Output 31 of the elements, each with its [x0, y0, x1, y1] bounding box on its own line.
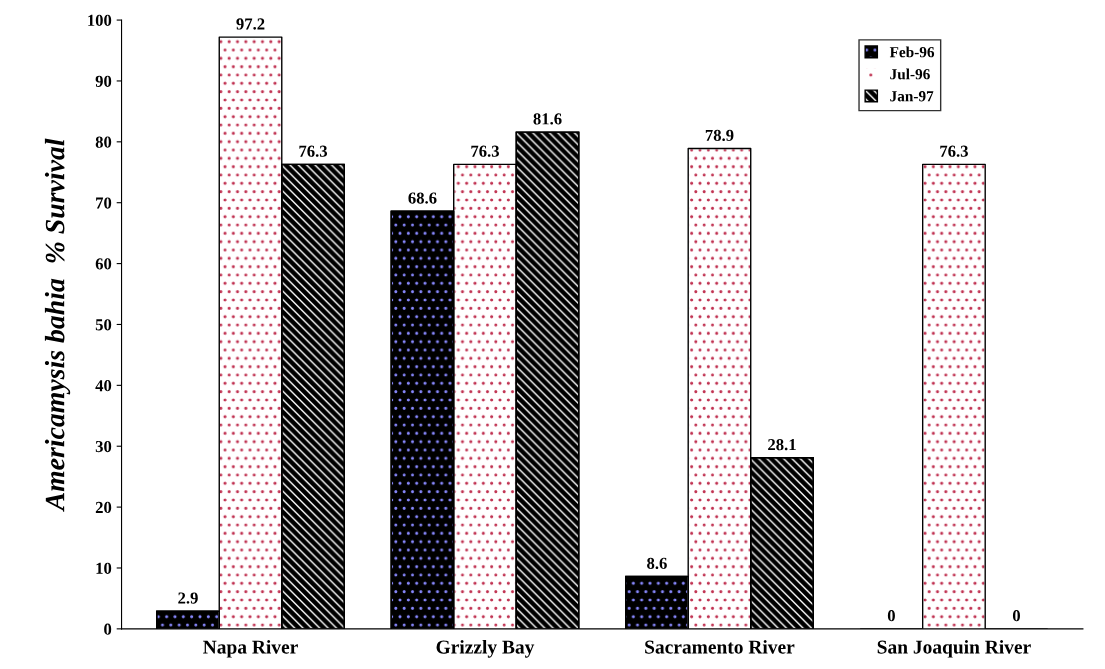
y-tick-label: 20: [95, 501, 112, 514]
y-tick-label: 90: [95, 75, 112, 87]
y-tick-label: 50: [95, 319, 112, 331]
y-tick-label: 30: [95, 440, 112, 453]
legend-label: Feb-96: [889, 46, 935, 58]
y-tick-label: 10: [96, 562, 112, 574]
data-label: 2.9: [178, 592, 198, 604]
data-label: 97.2: [236, 18, 265, 30]
y-tick-label: 40: [95, 380, 112, 392]
y-tick-label: 0: [104, 623, 112, 635]
data-label: 68.6: [408, 192, 437, 204]
legend-label: Jul-96: [890, 68, 930, 80]
data-label: 76.3: [471, 145, 499, 157]
x-tick-label: Napa River: [203, 639, 298, 658]
legend-label: Jan-97: [890, 91, 934, 102]
y-axis-title: Americamysis bahia % Survival: [44, 138, 71, 512]
data-label: 76.3: [940, 145, 968, 157]
data-label: 0: [887, 610, 895, 622]
data-label: 0: [1012, 610, 1020, 622]
x-tick-label: Sacramento River: [645, 639, 795, 654]
data-label: 76.3: [299, 145, 328, 157]
y-tick-label: 70: [96, 197, 112, 209]
data-label: 28.1: [768, 438, 796, 451]
x-tick-label: San Joaquin River: [877, 639, 1031, 658]
y-tick-label: 100: [88, 14, 112, 27]
data-label: 8.6: [647, 557, 667, 570]
data-label: 78.9: [705, 129, 734, 142]
data-label: 81.6: [533, 113, 562, 125]
x-tick-label: Grizzly Bay: [436, 639, 535, 658]
y-tick-label: 60: [95, 258, 112, 270]
y-tick-label: 80: [95, 136, 112, 148]
